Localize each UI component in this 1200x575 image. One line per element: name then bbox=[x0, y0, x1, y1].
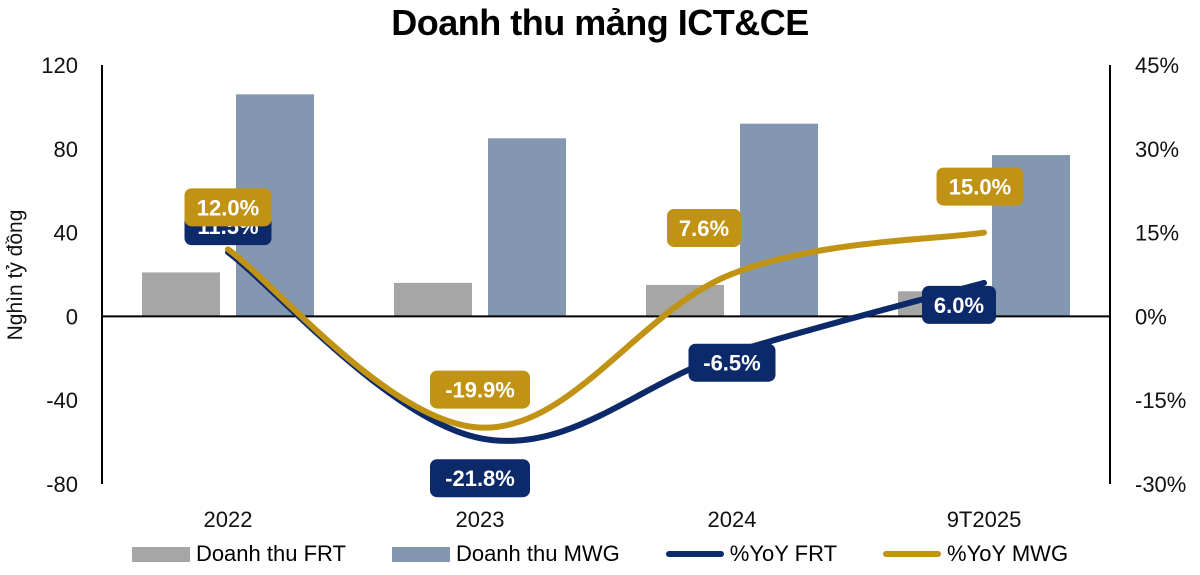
data-label-box bbox=[936, 167, 1024, 206]
data-label-text: -6.5% bbox=[703, 351, 760, 376]
legend-swatch-mwg-line bbox=[883, 551, 942, 557]
data-label-text: -19.9% bbox=[445, 378, 515, 403]
left-tick-label: -40 bbox=[46, 388, 78, 413]
bar-doanh-thu-mwg bbox=[488, 138, 566, 317]
left-tick-label: 80 bbox=[54, 137, 78, 162]
right-tick-label: -30% bbox=[1135, 472, 1186, 497]
legend-swatch-mwg-bar bbox=[391, 546, 450, 562]
legend-item-yoy-frt: %YoY FRT bbox=[665, 541, 838, 567]
legend-swatch-frt-bar bbox=[131, 546, 190, 562]
data-label-box bbox=[184, 188, 272, 227]
data-label-text: -21.8% bbox=[445, 466, 515, 491]
data-label-box bbox=[430, 459, 530, 498]
legend: Doanh thu FRT Doanh thu MWG %YoY FRT %Yo… bbox=[0, 536, 1200, 572]
right-tick-label: 15% bbox=[1135, 221, 1179, 246]
chart-title: Doanh thu mảng ICT&CE bbox=[391, 2, 809, 43]
data-label-text: 15.0% bbox=[949, 175, 1011, 200]
right-tick-label: 45% bbox=[1135, 53, 1179, 78]
category-label: 2024 bbox=[708, 507, 757, 532]
bar-doanh-thu-frt bbox=[394, 282, 472, 317]
bar-doanh-thu-frt bbox=[142, 272, 220, 317]
left-tick-label: 0 bbox=[66, 304, 78, 329]
legend-item-doanh-thu-frt: Doanh thu FRT bbox=[131, 541, 346, 567]
category-label: 2023 bbox=[456, 507, 505, 532]
legend-item-yoy-mwg: %YoY MWG bbox=[883, 541, 1068, 567]
data-label-box bbox=[430, 370, 530, 409]
category-label: 2022 bbox=[204, 507, 253, 532]
right-tick-label: 30% bbox=[1135, 137, 1179, 162]
line--yoy-mwg bbox=[225, 229, 987, 431]
legend-label: %YoY FRT bbox=[729, 541, 838, 566]
y-axis-title: Nghìn tỷ đồng bbox=[4, 210, 27, 341]
legend-label: Doanh thu MWG bbox=[455, 541, 620, 566]
data-label-box bbox=[688, 343, 776, 382]
left-tick-label: 120 bbox=[41, 53, 78, 78]
left-tick-label: 40 bbox=[54, 221, 78, 246]
right-tick-label: -15% bbox=[1135, 388, 1186, 413]
legend-label: %YoY MWG bbox=[947, 541, 1069, 566]
legend-swatch-frt-line bbox=[665, 551, 724, 557]
data-label-text: 7.6% bbox=[679, 216, 729, 241]
data-label-text: 12.0% bbox=[197, 195, 259, 220]
data-label-box bbox=[667, 208, 741, 247]
right-tick-label: 0% bbox=[1135, 304, 1167, 329]
data-label-box bbox=[922, 285, 996, 324]
data-label-text: 6.0% bbox=[934, 293, 984, 318]
left-tick-label: -80 bbox=[46, 472, 78, 497]
category-label: 9T2025 bbox=[947, 507, 1022, 532]
line--yoy-frt bbox=[225, 249, 987, 444]
bar-doanh-thu-mwg bbox=[740, 123, 818, 317]
legend-label: Doanh thu FRT bbox=[195, 541, 346, 566]
legend-item-doanh-thu-mwg: Doanh thu MWG bbox=[391, 541, 620, 567]
